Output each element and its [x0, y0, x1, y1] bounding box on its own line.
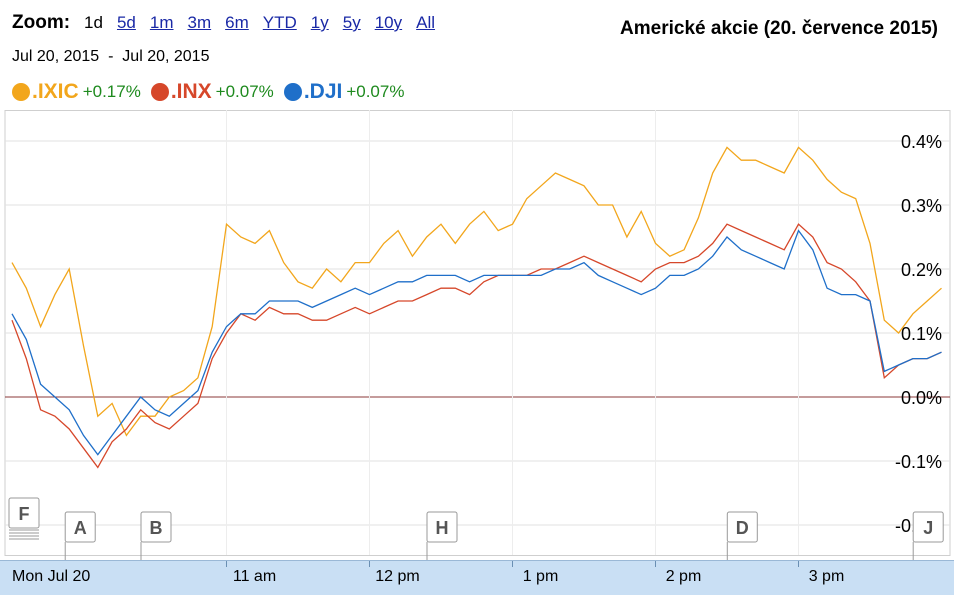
event-flag-label: A — [74, 518, 87, 538]
event-flag-box — [8, 497, 40, 529]
time-axis-bar: Mon Jul 20 11 am 12 pm 1 pm 2 pm 3 pm — [0, 560, 954, 595]
event-flag-a[interactable]: A — [64, 511, 96, 560]
series-line-dji — [11, 229, 942, 456]
event-flag-label: D — [736, 518, 749, 538]
event-flag-label: F — [19, 504, 30, 524]
x-tick-label: 2 pm — [666, 568, 702, 585]
series-line-inx — [11, 223, 942, 469]
x-tick-label: 11 am — [233, 568, 276, 585]
zoom-option-5d[interactable]: 5d — [116, 13, 136, 32]
event-flag-h[interactable]: H — [426, 511, 458, 560]
zoom-options: 1d 5d 1m 3m 6m YTD 1y 5y 10y All — [84, 13, 449, 33]
legend-item[interactable]: .IXIC +0.17% — [12, 80, 141, 104]
date-range-separator: - — [108, 48, 114, 65]
event-flag-box — [64, 511, 96, 543]
x-tick-label: 12 pm — [375, 568, 419, 585]
series-line-ixic — [11, 146, 942, 437]
time-axis-labels: Mon Jul 20 11 am 12 pm 1 pm 2 pm 3 pm — [12, 561, 845, 585]
zoom-option-1y[interactable]: 1y — [310, 13, 329, 32]
zoom-option-all[interactable]: All — [416, 13, 436, 32]
event-flag-box — [140, 511, 172, 543]
event-flag-d[interactable]: D — [726, 511, 758, 560]
date-range: Jul 20, 2015 - Jul 20, 2015 — [12, 48, 209, 66]
event-flag-box — [726, 511, 758, 543]
event-flag-label: J — [923, 518, 933, 538]
y-tick-label: 0.2% — [901, 260, 942, 280]
zoom-option-ytd[interactable]: YTD — [262, 13, 297, 32]
event-flag-j[interactable]: J — [912, 511, 944, 560]
date-range-end: Jul 20, 2015 — [122, 48, 210, 65]
legend-item[interactable]: .DJI +0.07% — [283, 80, 405, 104]
zoom-option-5y[interactable]: 5y — [342, 13, 361, 32]
event-flag-label: H — [436, 518, 449, 538]
event-flag-box — [912, 511, 944, 543]
event-flag-f[interactable]: F — [8, 497, 40, 540]
y-tick-label: -0.1% — [895, 452, 942, 472]
event-flag-b[interactable]: B — [140, 511, 172, 560]
x-tick-label: Mon Jul 20 — [12, 568, 90, 585]
legend-dot-icon — [150, 83, 169, 101]
legend: .IXIC +0.17% .INX +0.07% .DJI +0.07% — [12, 80, 414, 104]
legend-series-change: +0.17% — [82, 82, 141, 101]
chart-title: Americké akcie (20. července 2015) — [620, 18, 938, 39]
zoom-option-10y[interactable]: 10y — [374, 13, 403, 32]
event-flag-box — [426, 511, 458, 543]
legend-series-change: +0.07% — [346, 82, 405, 101]
zoom-option-3m[interactable]: 3m — [187, 13, 212, 32]
legend-series-name: .DJI — [303, 80, 343, 103]
zoom-option-1m[interactable]: 1m — [149, 13, 174, 32]
zoom-option-6m[interactable]: 6m — [225, 13, 249, 32]
y-tick-label: 0.0% — [901, 388, 942, 408]
zoom-option-1d[interactable]: 1d — [84, 13, 103, 32]
y-tick-label: 0.1% — [901, 324, 942, 344]
legend-series-name: .INX — [170, 80, 212, 103]
event-flag-label: B — [150, 518, 163, 538]
date-range-start: Jul 20, 2015 — [12, 48, 100, 65]
zoom-bar: Zoom: 1d 5d 1m 3m 6m YTD 1y 5y 10y All — [12, 12, 449, 36]
zoom-label: Zoom: — [12, 12, 71, 33]
x-tick-label: 3 pm — [809, 568, 845, 585]
x-tick-label: 1 pm — [523, 568, 559, 585]
legend-dot-icon — [12, 83, 30, 101]
legend-item[interactable]: .INX +0.07% — [150, 80, 274, 104]
legend-series-change: +0.07% — [215, 82, 274, 101]
y-tick-label: 0.4% — [901, 132, 942, 152]
y-tick-label: 0.3% — [901, 196, 942, 216]
legend-dot-icon — [283, 83, 302, 101]
legend-series-name: .IXIC — [32, 80, 79, 103]
